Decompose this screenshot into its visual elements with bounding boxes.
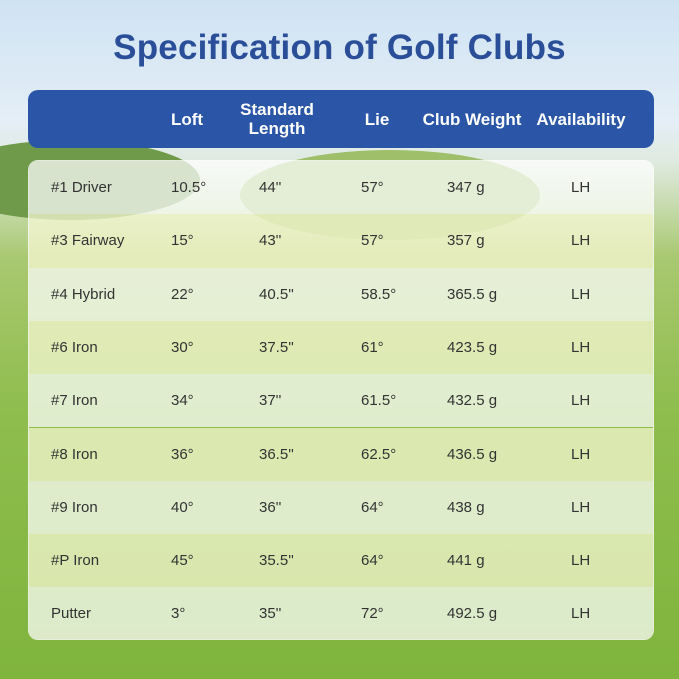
table-cell: 15° [171, 232, 194, 250]
table-header: Loft Standard Length Lie Club Weight Availab… [28, 90, 654, 148]
table-cell: #3 Fairway [51, 232, 125, 250]
table-cell: LH [571, 232, 591, 250]
table-cell: 492.5 g [447, 605, 498, 623]
table-row: Putter 3° 35'' 72° 492.5 g LH [29, 587, 653, 639]
table-cell: #P Iron [51, 552, 100, 570]
table-cell: 10.5° [171, 179, 207, 196]
table-cell: 61° [361, 338, 384, 356]
column-header: Loft [170, 109, 204, 129]
table-cell: 62.5° [361, 445, 397, 463]
table-cell: LH [571, 605, 591, 623]
title: Specification of Golf Clubs [113, 28, 566, 67]
table-cell: LH [571, 445, 591, 463]
table-cell: 58.5° [361, 285, 397, 303]
table-cell: 36° [171, 445, 194, 463]
table-cell: 365.5 g [447, 285, 498, 303]
table-cell: 423.5 g [447, 338, 498, 356]
table-cell: 441 g [447, 552, 485, 570]
table-cell: 57° [361, 232, 384, 250]
table-cell: 40° [171, 498, 194, 516]
table-cell: 35'' [259, 605, 282, 623]
table-cell: 44'' [259, 179, 282, 196]
table-cell: Putter [51, 605, 92, 623]
table-cell: #1 Driver [51, 179, 112, 196]
table-cell: #7 Iron [51, 392, 98, 410]
table-cell: 30° [171, 338, 194, 356]
table-row: #8 Iron 36° 36.5'' 62.5° 436.5 g LH [29, 427, 653, 481]
table-cell: 347 g [447, 179, 485, 196]
column-header: Club Weight [422, 109, 522, 129]
table-row: #1 Driver 10.5° 44'' 57° 347 g LH [29, 161, 653, 215]
table-cell: 3° [171, 605, 186, 623]
table-cell: 64° [361, 498, 384, 516]
table-row: #4 Hybrid 22° 40.5'' 58.5° 365.5 g LH [29, 267, 653, 321]
table-cell: 57° [361, 179, 384, 196]
table-cell: #8 Iron [51, 445, 98, 463]
column-header: Standard Length [240, 100, 314, 138]
table-cell: #4 Hybrid [51, 285, 116, 303]
table-cell: 34° [171, 392, 194, 410]
table-row: #6 Iron 30° 37.5'' 61° 423.5 g LH [29, 320, 653, 375]
table-cell: 61.5° [361, 392, 397, 410]
table-cell: #6 Iron [51, 338, 98, 356]
table-body: #1 Driver 10.5° 44'' 57° 347 g LH #3 Fairway 15… [28, 160, 654, 640]
table-cell: 36.5'' [259, 445, 294, 463]
table-row: #3 Fairway 15° 43'' 57° 357 g LH [29, 214, 653, 268]
table-cell: LH [571, 285, 591, 303]
table-cell: 432.5 g [447, 392, 498, 410]
table-cell: 436.5 g [447, 445, 498, 463]
table-row: #7 Iron 34° 37'' 61.5° 432.5 g LH [29, 374, 653, 428]
table-cell: 35.5'' [259, 552, 294, 570]
column-header: Lie [364, 109, 390, 129]
column-header: Availability [536, 109, 626, 129]
table-cell: 64° [361, 552, 384, 570]
table-cell: 22° [171, 285, 194, 303]
table-cell: 45° [171, 552, 194, 570]
table-cell: 357 g [447, 232, 485, 250]
table-cell: 36'' [259, 498, 282, 516]
table-cell: LH [571, 392, 591, 410]
table-cell: 40.5'' [259, 285, 294, 303]
table-cell: 37.5'' [259, 338, 294, 356]
table-cell: 43'' [259, 232, 282, 250]
table-cell: 37'' [259, 392, 282, 410]
table-cell: LH [571, 552, 591, 570]
table-cell: 72° [361, 605, 384, 623]
table-cell: 438 g [447, 498, 485, 516]
table-row: #9 Iron 40° 36'' 64° 438 g LH [29, 480, 653, 535]
table-cell: #9 Iron [51, 498, 98, 516]
table-row: #P Iron 45° 35.5'' 64° 441 g LH [29, 534, 653, 588]
table-cell: LH [571, 498, 591, 516]
table-cell: LH [571, 179, 591, 196]
table-cell: LH [571, 338, 591, 356]
